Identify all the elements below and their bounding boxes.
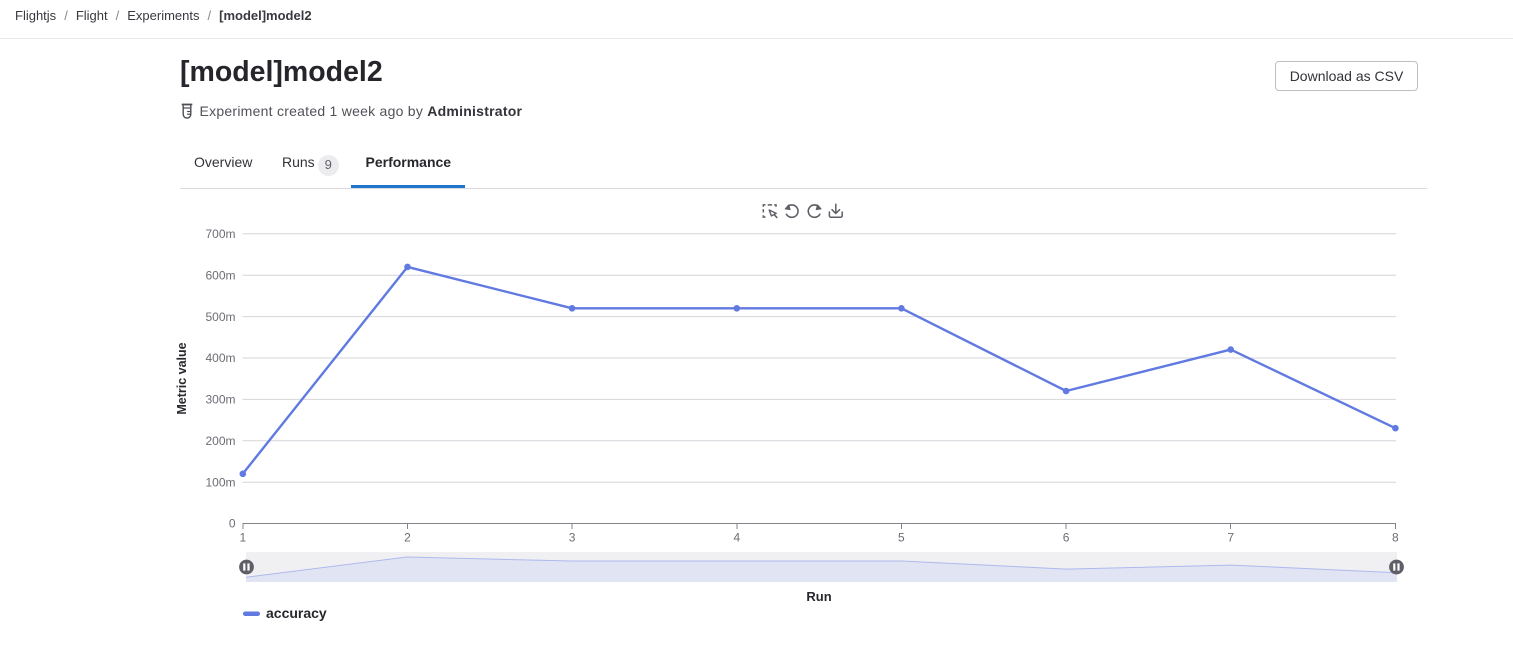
svg-text:8: 8 — [1392, 531, 1399, 545]
svg-text:6: 6 — [1063, 531, 1070, 545]
svg-text:accuracy: accuracy — [266, 605, 327, 621]
svg-text:2: 2 — [404, 531, 411, 545]
svg-text:100m: 100m — [205, 475, 235, 489]
svg-text:5: 5 — [898, 531, 905, 545]
svg-text:700m: 700m — [205, 227, 235, 241]
svg-text:200m: 200m — [205, 434, 235, 448]
svg-text:4: 4 — [733, 531, 740, 545]
svg-text:7: 7 — [1227, 531, 1234, 545]
svg-text:Metric value: Metric value — [175, 342, 189, 414]
svg-text:1: 1 — [239, 531, 246, 545]
svg-text:300m: 300m — [205, 393, 235, 407]
svg-text:0: 0 — [229, 517, 236, 531]
svg-text:3: 3 — [569, 531, 576, 545]
svg-text:400m: 400m — [205, 351, 235, 365]
svg-text:500m: 500m — [205, 310, 235, 324]
svg-text:600m: 600m — [205, 269, 235, 283]
svg-text:Run: Run — [806, 589, 831, 604]
